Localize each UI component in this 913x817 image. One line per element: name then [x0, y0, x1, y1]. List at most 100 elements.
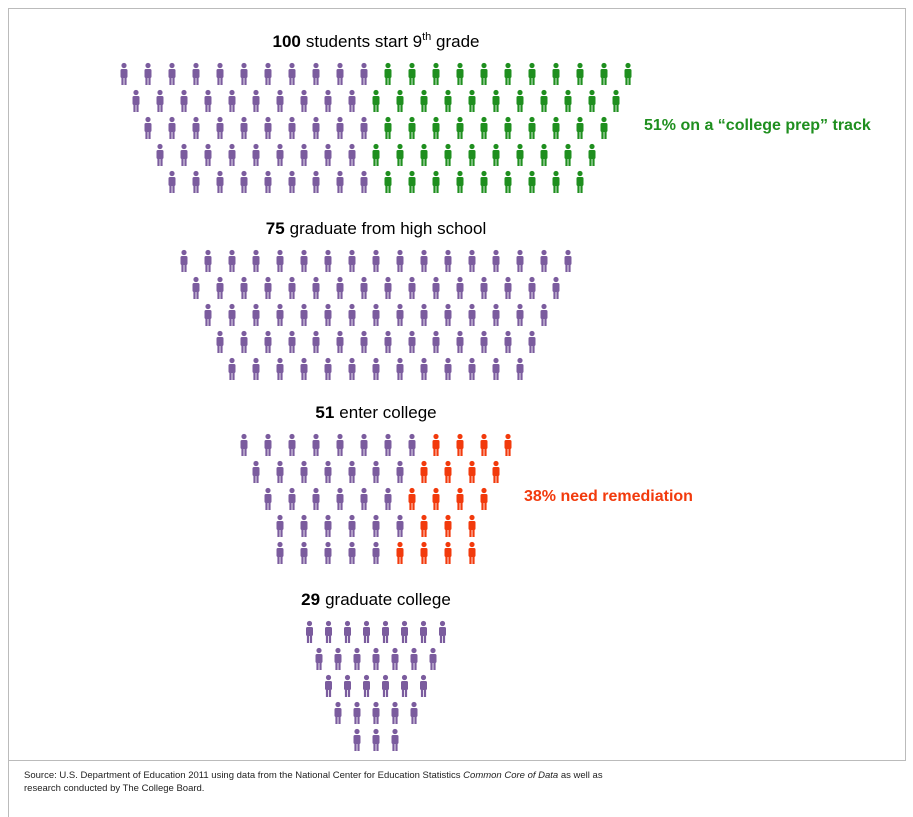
person-icon [372, 647, 380, 670]
icon-leg [541, 104, 544, 112]
icon-head [385, 116, 391, 123]
icon-head [517, 357, 523, 364]
person-icon [264, 433, 272, 456]
icon-body [612, 96, 620, 105]
icon-leg [505, 291, 508, 299]
icon-body [408, 494, 416, 503]
person-icon [276, 303, 284, 326]
icon-leg [181, 104, 184, 112]
icon-leg [424, 158, 427, 166]
icon-head [565, 249, 571, 256]
icon-leg [316, 502, 319, 510]
icon-leg [277, 372, 280, 380]
icon-leg [445, 264, 448, 272]
icon-body [444, 150, 452, 159]
person-icon [408, 330, 416, 353]
person-icon [204, 143, 212, 166]
icon-body [432, 283, 440, 292]
icon-body [552, 69, 560, 78]
icon-leg [472, 475, 475, 483]
icon-leg [229, 318, 232, 326]
icon-head [589, 143, 595, 150]
icon-body [300, 96, 308, 105]
icon-leg [364, 448, 367, 456]
icon-leg [289, 131, 292, 139]
person-icon [408, 116, 416, 139]
icon-head [229, 303, 235, 310]
icon-head [325, 620, 332, 627]
icon-leg [337, 345, 340, 353]
person-icon [492, 249, 500, 272]
person-icon [348, 89, 356, 112]
person-icon [192, 276, 200, 299]
icon-leg [352, 264, 355, 272]
person-icon [216, 330, 224, 353]
icon-leg [400, 104, 403, 112]
icon-leg [460, 185, 463, 193]
icon-leg [217, 77, 220, 85]
person-icon [156, 89, 164, 112]
icon-body [480, 440, 488, 449]
person-icon [348, 303, 356, 326]
person-icon [324, 541, 332, 564]
icon-leg [148, 131, 151, 139]
icon-body [288, 283, 296, 292]
person-icon [264, 116, 272, 139]
person-icon [168, 62, 176, 85]
icon-head [541, 143, 547, 150]
icon-leg [145, 131, 148, 139]
icon-leg [280, 104, 283, 112]
person-icon [276, 89, 284, 112]
person-icon [300, 143, 308, 166]
icon-leg [421, 104, 424, 112]
icon-leg [301, 529, 304, 537]
icon-leg [460, 448, 463, 456]
icon-body [288, 494, 296, 503]
icon-head [205, 303, 211, 310]
person-icon [408, 433, 416, 456]
icon-leg [404, 635, 408, 643]
icon-body [360, 440, 368, 449]
icon-leg [319, 662, 322, 670]
icon-body [144, 69, 152, 78]
icon-leg [347, 689, 351, 697]
icon-head [169, 170, 175, 177]
icon-leg [412, 77, 415, 85]
icon-head [565, 143, 571, 150]
icon-head [373, 647, 379, 654]
person-icon [348, 514, 356, 537]
icon-leg [469, 556, 472, 564]
person-icon [144, 116, 152, 139]
icon-leg [364, 345, 367, 353]
icon-body [216, 69, 224, 78]
icon-body [360, 283, 368, 292]
icon-head [373, 701, 379, 708]
icon-body [528, 337, 536, 346]
icon-body [204, 310, 212, 319]
icon-head [277, 514, 283, 521]
person-icon [324, 143, 332, 166]
person-icon [540, 249, 548, 272]
icon-leg [433, 662, 436, 670]
icon-head [433, 433, 439, 440]
icon-leg [411, 662, 414, 670]
icon-head [457, 170, 463, 177]
person-icon [300, 249, 308, 272]
icon-leg [421, 318, 424, 326]
icon-head [181, 249, 187, 256]
icon-head [145, 116, 151, 123]
icon-body [468, 310, 476, 319]
icon-leg [325, 529, 328, 537]
icon-leg [277, 158, 280, 166]
icon-leg [217, 131, 220, 139]
person-icon [360, 330, 368, 353]
icon-leg [376, 318, 379, 326]
icon-leg [541, 264, 544, 272]
person-icon [480, 487, 488, 510]
icon-leg [364, 291, 367, 299]
icon-leg [313, 131, 316, 139]
icon-leg [580, 185, 583, 193]
icon-leg [469, 264, 472, 272]
person-icon [360, 116, 368, 139]
icon-leg [133, 104, 136, 112]
